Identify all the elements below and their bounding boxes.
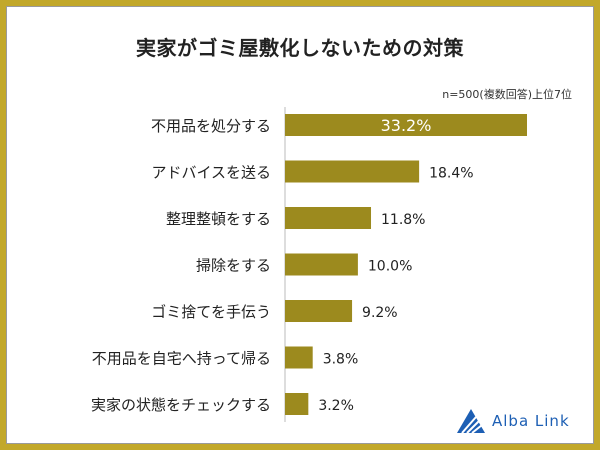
chart-title: 実家がゴミ屋敷化しないための対策 xyxy=(136,36,464,60)
category-label: 不用品を自宅へ持って帰る xyxy=(92,350,271,368)
bar xyxy=(285,300,353,322)
data-label: 3.8% xyxy=(323,352,359,368)
category-label: アドバイスを送る xyxy=(151,164,271,182)
data-label: 10.0% xyxy=(368,259,412,275)
chart-subtitle: n=500(複数回答)上位7位 xyxy=(442,88,572,101)
category-label: ゴミ捨てを手伝う xyxy=(151,303,271,321)
category-label: 掃除をする xyxy=(196,257,271,275)
category-label: 整理整頓をする xyxy=(166,210,271,228)
bar xyxy=(285,346,313,369)
data-label: 3.2% xyxy=(318,398,354,414)
bar xyxy=(285,160,420,183)
brand-logo: Alba Link xyxy=(456,408,570,434)
data-label: 11.8% xyxy=(381,212,425,228)
bar xyxy=(285,393,309,415)
data-label: 18.4% xyxy=(429,166,473,182)
data-label: 33.2% xyxy=(381,116,432,135)
data-label: 9.2% xyxy=(362,305,398,321)
alba-link-logo-icon xyxy=(457,409,485,434)
bar xyxy=(285,114,527,136)
category-label: 実家の状態をチェックする xyxy=(91,396,271,414)
bar xyxy=(285,207,372,229)
logo-text: Alba Link xyxy=(492,412,570,430)
bar xyxy=(285,253,358,276)
category-label: 不用品を処分する xyxy=(151,117,271,135)
